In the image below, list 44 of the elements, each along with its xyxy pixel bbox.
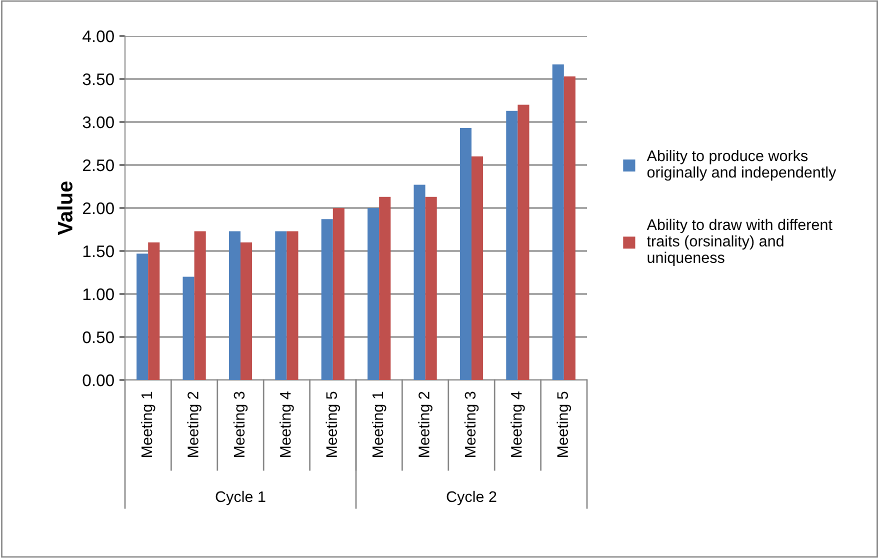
bar	[564, 76, 576, 380]
y-tick-label: 3.50	[82, 73, 114, 86]
y-tick-label: 2.00	[82, 202, 114, 214]
x-tick-label: Meeting 4	[280, 392, 294, 457]
bar	[240, 242, 252, 380]
legend-label: Ability to produce works originally and independently	[646, 150, 836, 181]
bar	[182, 276, 194, 380]
bar	[275, 231, 287, 380]
x-tick-label: Meeting 2	[187, 392, 202, 457]
y-tick-label: 4.00	[82, 30, 114, 42]
x-tick-label: Meeting 3	[464, 392, 479, 457]
x-tick-label: Meeting 3	[233, 392, 248, 457]
y-tick-label: 0.50	[82, 331, 114, 344]
legend-label: Ability to draw with different traits (orsinality) and uniqueness	[646, 218, 832, 266]
bar	[518, 104, 530, 380]
bar	[194, 231, 206, 380]
bar	[425, 196, 437, 380]
bar	[379, 196, 391, 380]
text: Cycle 1	[216, 490, 266, 506]
bar	[506, 110, 518, 380]
y-axis-title: Value	[57, 181, 72, 236]
bar	[460, 128, 472, 380]
y-tick-label: 0.00	[82, 374, 114, 386]
x-tick-label: Meeting 2	[418, 392, 432, 457]
bar	[321, 219, 333, 380]
bar	[414, 184, 426, 380]
bar	[552, 64, 564, 380]
y-tick-label: 1.00	[83, 288, 114, 300]
bar	[148, 242, 160, 380]
bar	[472, 156, 484, 380]
text: Cycle 2	[446, 490, 496, 506]
x-tick-label: Meeting 1	[140, 392, 156, 457]
x-tick-label: Meeting 5	[556, 392, 572, 457]
y-tick-label: 2.50	[82, 159, 114, 172]
x-tick-label: Meeting 4	[510, 392, 525, 457]
y-tick-label: 3.00	[82, 116, 114, 128]
bar	[228, 231, 240, 380]
bar	[136, 254, 148, 380]
x-tick-label: Meeting 5	[326, 392, 340, 457]
x-tick-label: Meeting 1	[372, 392, 386, 457]
bar	[368, 208, 380, 380]
bar	[286, 231, 298, 380]
y-tick-label: 1.50	[83, 245, 114, 258]
bar	[332, 208, 344, 380]
